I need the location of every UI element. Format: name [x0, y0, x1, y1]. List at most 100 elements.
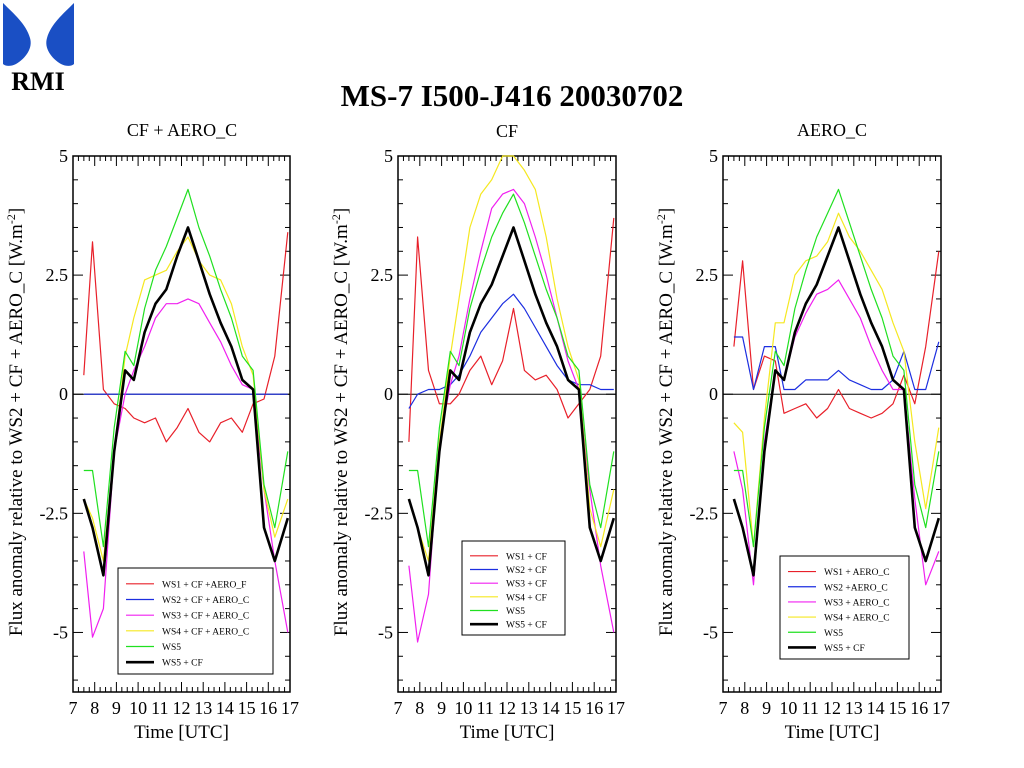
x-tick-label: 14 [542, 698, 560, 718]
x-tick-label: 16 [910, 698, 928, 718]
y-tick-label: -5 [703, 622, 718, 642]
x-tick-label: 9 [762, 698, 771, 718]
series-line-5 [408, 193, 615, 548]
x-tick-label: 12 [498, 698, 516, 718]
x-tick-label: 7 [719, 698, 728, 718]
y-tick-label: -2.5 [690, 503, 719, 523]
x-tick-label: 17 [932, 698, 950, 718]
y-axis-label-sup: -2 [4, 214, 18, 224]
x-tick-label: 7 [69, 698, 78, 718]
series-line-6 [732, 226, 941, 577]
chart-title: CF [496, 121, 518, 141]
x-tick-label: 10 [454, 698, 472, 718]
legend-label-6: WS5 + CF [162, 659, 203, 669]
y-tick-label: 5 [709, 146, 718, 166]
rmi-logo: RMI [3, 3, 74, 95]
y-axis-label: Flux anomaly relative to WS2 + CF + AERO… [329, 208, 352, 636]
x-tick-label: 16 [585, 698, 603, 718]
chart-panel-1: CF + AERO_C 7 8 9 10 11 12 13 14 15 16 17 -5 -2.5 0 2.5… [4, 120, 299, 743]
y-tick-label: -5 [378, 622, 393, 642]
series-line-4 [83, 236, 289, 562]
y-tick-label: 0 [709, 384, 718, 404]
chart-title: AERO_C [797, 120, 867, 140]
x-tick-label: 14 [867, 698, 885, 718]
chart-title: CF + AERO_C [127, 120, 237, 140]
legend-box [461, 540, 566, 636]
y-axis-label-text: Flux anomaly relative to WS2 + CF + AERO… [331, 224, 352, 636]
legend-label-4: WS4 + CF [506, 593, 547, 603]
legend-label-2: WS2 + CF + AERO_C [162, 596, 249, 606]
y-axis-label-close: ] [656, 208, 677, 214]
series-line-6 [407, 226, 616, 577]
x-tick-label: 11 [477, 698, 494, 718]
y-axis-label-text: Flux anomaly relative to WS2 + CF + AERO… [6, 224, 27, 636]
series-line-6 [82, 226, 290, 577]
x-axis-label: Time [UTC] [785, 722, 880, 743]
x-tick-label: 9 [112, 698, 121, 718]
x-tick-label: 16 [259, 698, 277, 718]
x-axis-label: Time [UTC] [460, 722, 555, 743]
series-line-4 [408, 155, 615, 562]
y-axis-label: Flux anomaly relative to WS2 + CF + AERO… [654, 208, 677, 636]
chart-panel-2: CF 7 8 9 10 11 12 13 14 15 16 17 -5 -2.5 0 2.5 5 Time [UT… [329, 121, 625, 743]
x-tick-label: 17 [607, 698, 625, 718]
y-axis-label-close: ] [331, 208, 352, 214]
x-tick-label: 8 [740, 698, 749, 718]
legend-box [117, 567, 274, 675]
x-tick-label: 10 [779, 698, 797, 718]
x-tick-label: 12 [173, 698, 191, 718]
legend-label-3: WS3 + AERO_C [824, 598, 890, 608]
x-tick-label: 13 [845, 698, 863, 718]
x-tick-label: 10 [129, 698, 147, 718]
y-tick-label: 0 [384, 384, 393, 404]
x-tick-label: 11 [151, 698, 168, 718]
legend-label-2: WS2 +AERO_C [824, 583, 888, 593]
legend: WS1 + AERO_C WS2 +AERO_C WS3 + AERO_C WS4 +… [779, 555, 910, 660]
y-axis-label-sup: -2 [329, 214, 343, 224]
legend-label-5: WS5 [506, 607, 525, 617]
legend-label-6: WS5 + CF [506, 621, 547, 631]
series-line-4 [733, 212, 940, 548]
y-axis-label-text: Flux anomaly relative to WS2 + CF + AERO… [656, 224, 677, 636]
x-tick-label: 13 [194, 698, 212, 718]
x-tick-label: 15 [238, 698, 256, 718]
legend-label-6: WS5 + CF [824, 644, 865, 654]
legend-label-3: WS3 + CF + AERO_C [162, 612, 249, 622]
y-tick-label: 5 [59, 146, 68, 166]
y-axis-label-sup: -2 [654, 214, 668, 224]
series-line-5 [83, 188, 289, 548]
x-axis-label: Time [UTC] [134, 722, 229, 743]
legend-label-4: WS4 + CF + AERO_C [162, 627, 249, 637]
x-tick-label: 7 [394, 698, 403, 718]
legend-label-1: WS1 + AERO_C [824, 568, 890, 578]
x-tick-label: 15 [888, 698, 906, 718]
y-axis-label: Flux anomaly relative to WS2 + CF + AERO… [4, 208, 27, 636]
rmi-logo-emblem [3, 3, 74, 66]
series-line-1 [733, 251, 940, 419]
x-tick-label: 8 [90, 698, 99, 718]
x-tick-label: 12 [823, 698, 841, 718]
y-axis-label-close: ] [6, 208, 27, 214]
legend-label-5: WS5 [162, 643, 181, 653]
legend-label-3: WS3 + CF [506, 580, 547, 590]
series-line-1 [83, 232, 289, 443]
y-tick-label: 0 [59, 384, 68, 404]
x-tick-label: 8 [415, 698, 424, 718]
x-tick-label: 17 [281, 698, 299, 718]
y-tick-label: 2.5 [696, 265, 719, 285]
legend-box [779, 555, 910, 660]
legend-label-4: WS4 + AERO_C [824, 614, 890, 624]
y-tick-label: -2.5 [40, 503, 69, 523]
y-tick-label: 5 [384, 146, 393, 166]
y-tick-label: -2.5 [365, 503, 394, 523]
slide-title: MS-7 I500-J416 20030702 [340, 78, 684, 113]
series-line-1 [408, 217, 615, 442]
y-tick-label: -5 [53, 622, 68, 642]
x-tick-label: 11 [802, 698, 819, 718]
series-line-2 [733, 336, 940, 391]
y-tick-label: 2.5 [371, 265, 394, 285]
legend-label-1: WS1 + CF +AERO_F [162, 580, 246, 590]
chart-panel-3: AERO_C 7 8 9 10 11 12 13 14 15 16 17 -5 -2.5 0 2.5 5 Time… [654, 120, 950, 743]
y-tick-label: 2.5 [46, 265, 69, 285]
